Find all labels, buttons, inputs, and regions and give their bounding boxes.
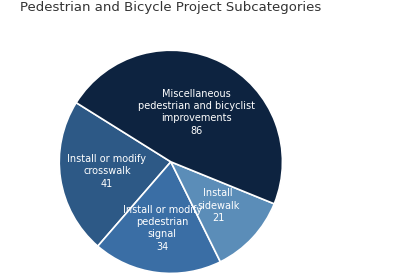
Text: Miscellaneous
pedestrian and bicyclist
improvements
86: Miscellaneous pedestrian and bicyclist i… <box>138 88 254 136</box>
Wedge shape <box>97 162 220 273</box>
Wedge shape <box>59 103 170 246</box>
Title: Pedestrian and Bicycle Project Subcategories: Pedestrian and Bicycle Project Subcatego… <box>20 1 321 14</box>
Text: Install or modify
pedestrian
signal
34: Install or modify pedestrian signal 34 <box>123 205 201 252</box>
Wedge shape <box>76 50 282 204</box>
Text: Install
sidewalk
21: Install sidewalk 21 <box>196 188 239 223</box>
Wedge shape <box>170 162 273 262</box>
Text: Install or modify
crosswalk
41: Install or modify crosswalk 41 <box>67 154 146 189</box>
